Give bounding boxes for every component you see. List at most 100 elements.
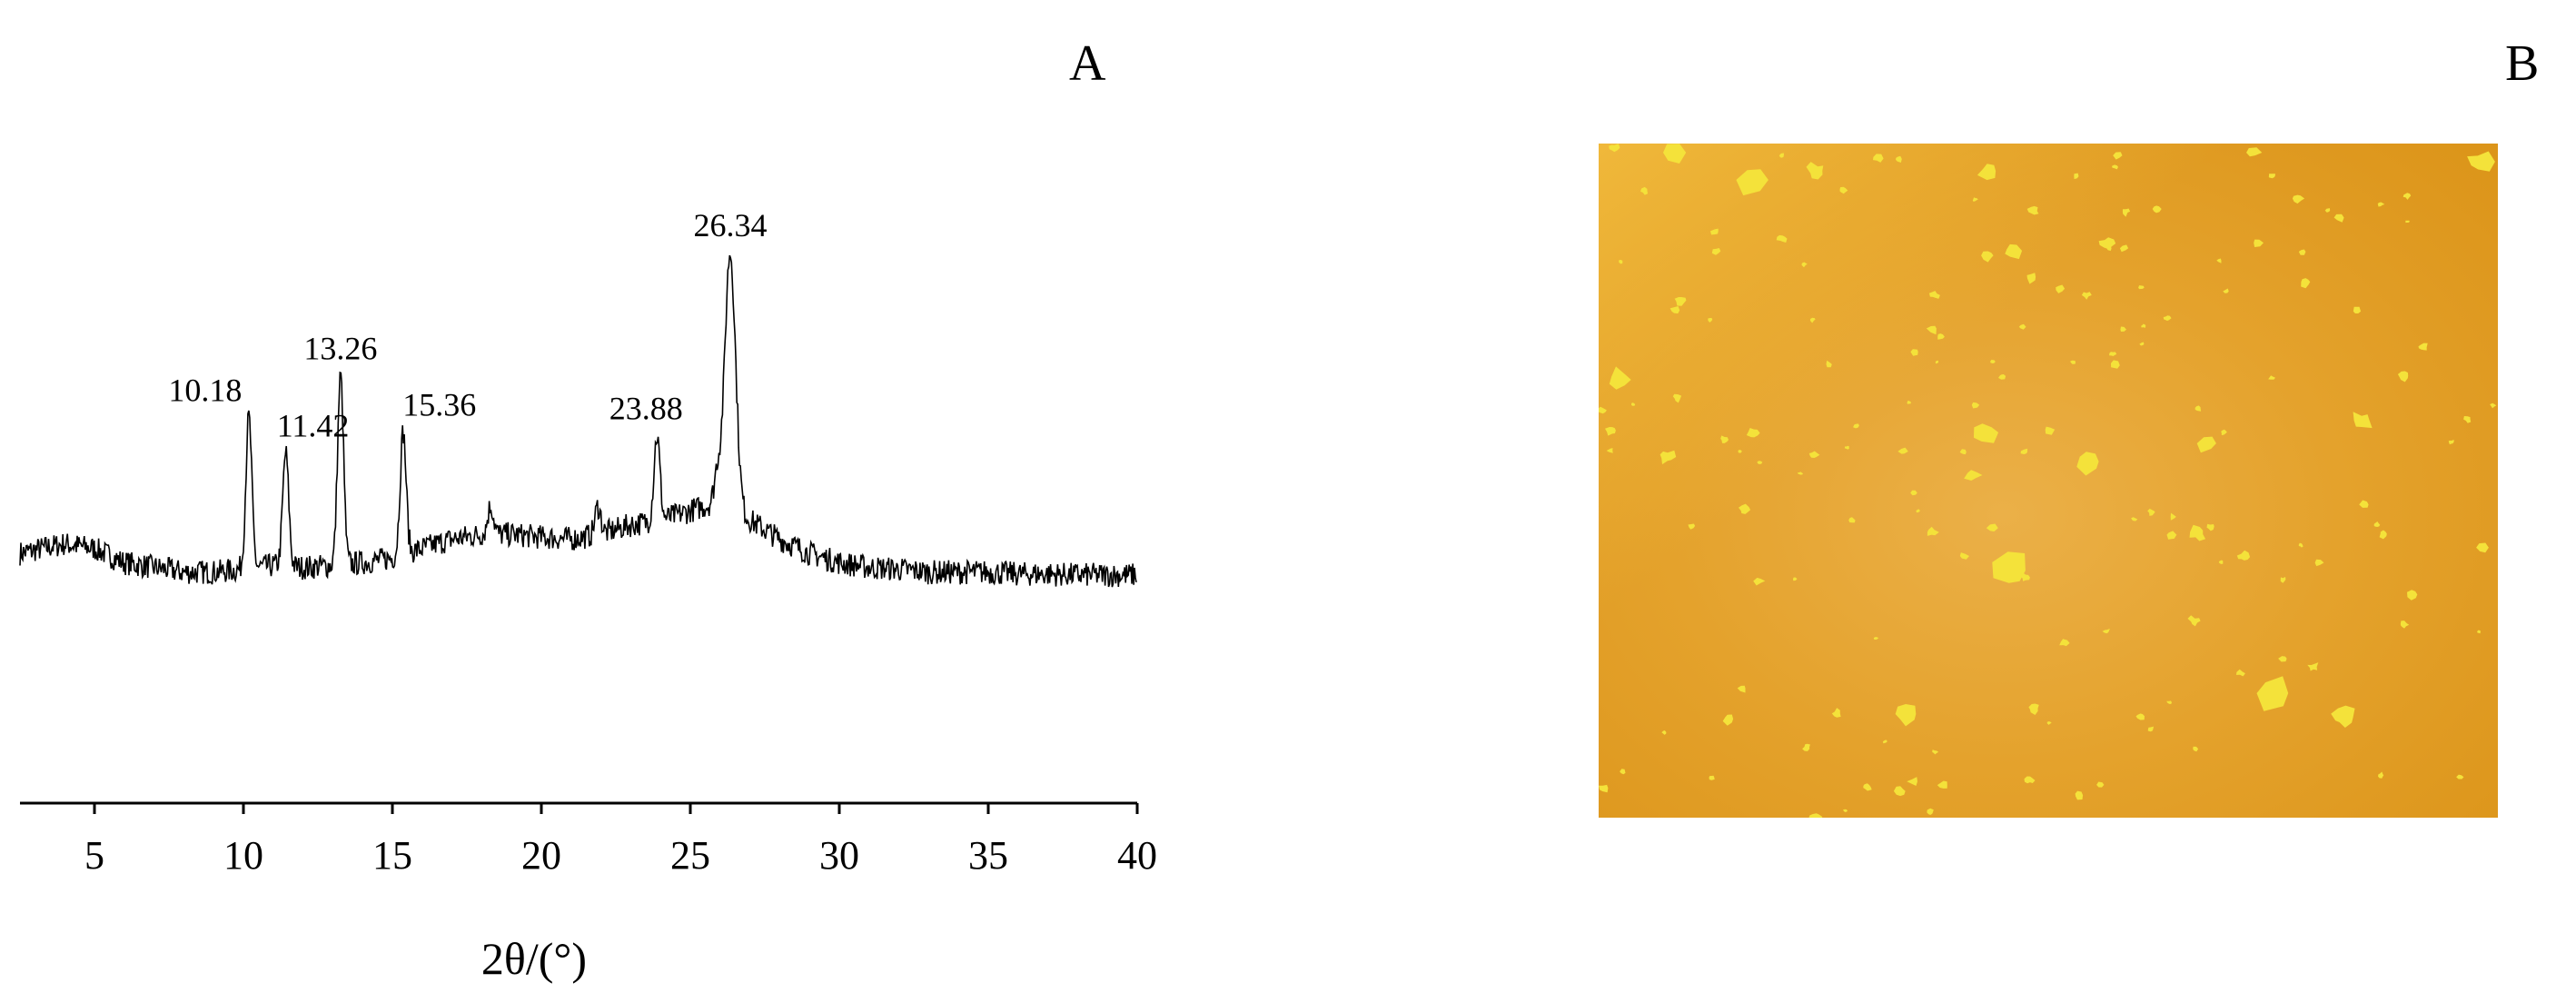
particle — [1808, 451, 1820, 458]
particle — [2268, 174, 2275, 179]
particle — [2026, 205, 2039, 215]
xrd-chart: 5 10 15 20 25 30 35 40 10.18 11.42 13.26 15.36 23.8… — [19, 207, 1157, 984]
particle — [1599, 406, 1607, 414]
particle — [2301, 278, 2311, 289]
particle — [1873, 637, 1879, 640]
particle — [2163, 315, 2172, 322]
particle — [1688, 523, 1696, 530]
particle — [2122, 208, 2131, 217]
particle — [2119, 244, 2129, 253]
particle — [2147, 508, 2155, 516]
particle — [2081, 464, 2090, 472]
particle — [2113, 152, 2123, 160]
peak-label: 23.88 — [609, 391, 683, 427]
x-tick-label: 35 — [968, 833, 1008, 878]
particle — [1806, 162, 1824, 180]
particle — [2223, 288, 2229, 293]
particle — [2193, 746, 2199, 752]
particle — [1992, 551, 2026, 583]
particle — [2147, 726, 2154, 732]
peak-labels: 10.18 11.42 13.26 15.36 23.88 26.34 — [168, 207, 767, 444]
particle — [2477, 630, 2481, 634]
particle — [1927, 526, 1939, 536]
particle — [2056, 284, 2066, 293]
particle — [2131, 517, 2138, 521]
particle — [1935, 360, 1939, 364]
panel-label-b: B — [2505, 35, 2540, 92]
particle — [2026, 273, 2036, 284]
particle — [2378, 771, 2384, 779]
particle — [1863, 783, 1872, 791]
particle — [1971, 402, 1980, 409]
particle — [1972, 197, 1978, 202]
particle — [2236, 550, 2251, 561]
particle — [2187, 615, 2201, 627]
particle — [2333, 214, 2344, 223]
particle — [1896, 155, 1902, 163]
particle — [2020, 448, 2028, 454]
particle — [2467, 151, 2495, 172]
x-tick-label: 25 — [670, 833, 710, 878]
particle — [1739, 503, 1751, 514]
particle — [2070, 360, 2076, 364]
micrograph-vignette — [1599, 144, 2498, 818]
particle — [1932, 750, 1939, 755]
particle — [1895, 704, 1917, 727]
particle — [2397, 371, 2409, 382]
particle — [2400, 621, 2410, 629]
particle — [2405, 220, 2410, 223]
particle — [1986, 523, 1998, 531]
particle — [2256, 676, 2289, 711]
particle — [1757, 461, 1763, 464]
particle — [2379, 530, 2387, 540]
particle — [1802, 743, 1810, 751]
particle — [1660, 450, 1677, 465]
particle — [2314, 559, 2324, 567]
particle — [2221, 429, 2227, 436]
particle — [1964, 470, 1983, 481]
particle — [1990, 360, 1996, 363]
particle — [1709, 775, 1715, 780]
particle — [2170, 512, 2176, 521]
particle — [1710, 228, 1719, 235]
particle — [2324, 208, 2331, 213]
panel-label-a: A — [1069, 35, 1106, 92]
particle — [1959, 449, 1967, 455]
particle — [1661, 730, 1667, 735]
particle — [1981, 251, 1994, 263]
particle — [2046, 721, 2052, 725]
particle — [1926, 325, 1937, 335]
particle — [1831, 708, 1841, 718]
xrd-series-line — [19, 254, 1137, 588]
particle — [1753, 577, 1766, 586]
particle — [2166, 531, 2177, 540]
particle — [2359, 500, 2369, 508]
particle — [2456, 774, 2464, 780]
particle — [1927, 808, 1934, 815]
particle — [2490, 402, 2497, 409]
particle — [2195, 405, 2202, 412]
particle — [2246, 147, 2263, 157]
x-axis: 5 10 15 20 25 30 35 40 — [20, 801, 1157, 878]
particle — [1842, 809, 1848, 812]
particle — [1609, 144, 1620, 153]
particle — [2024, 776, 2036, 784]
particle — [2106, 246, 2112, 252]
particle — [1910, 349, 1918, 356]
particle — [2005, 243, 2023, 260]
particle — [1848, 517, 1856, 523]
x-tick-label: 40 — [1117, 833, 1157, 878]
particle — [2139, 342, 2145, 346]
particle — [1826, 360, 1832, 368]
particle — [2111, 360, 2120, 369]
particles — [1599, 144, 2497, 818]
particle — [1897, 447, 1908, 454]
x-tick-label: 5 — [84, 833, 104, 878]
particle — [2377, 202, 2385, 207]
particle — [2020, 572, 2030, 581]
particle — [2280, 577, 2286, 583]
xrd-trace — [19, 254, 1137, 588]
particle — [2045, 426, 2056, 435]
particle — [2166, 700, 2172, 704]
particle — [2102, 629, 2110, 634]
